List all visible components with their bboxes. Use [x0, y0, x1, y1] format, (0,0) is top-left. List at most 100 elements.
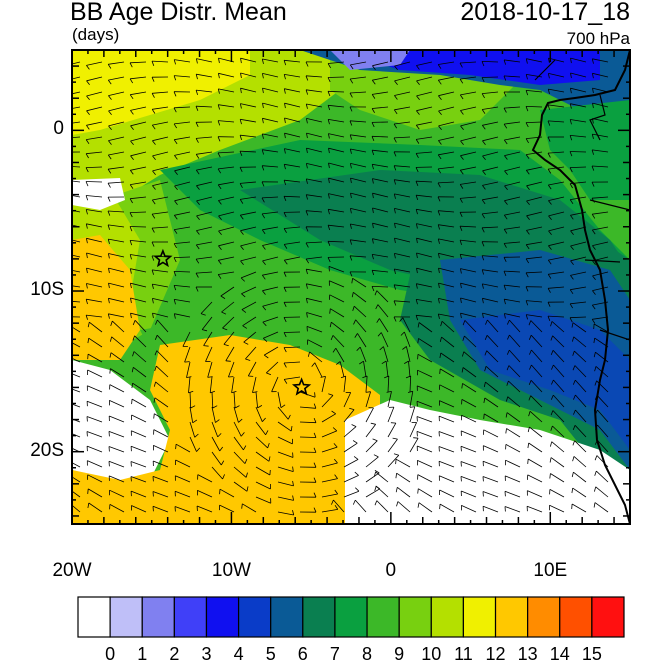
wind-barb	[553, 394, 565, 408]
wind-barb	[255, 496, 271, 504]
colorbar-label: 1	[137, 644, 148, 664]
wind-barb-flag	[548, 245, 552, 250]
wind-barb-flag	[371, 164, 374, 170]
wind-barb-flag	[65, 81, 68, 85]
wind-barb-flag	[459, 94, 464, 100]
wind-barb	[218, 196, 235, 201]
wind-barb-flag	[459, 239, 462, 246]
wind-barb-flag	[569, 317, 573, 323]
wind-barb-flag	[173, 271, 177, 277]
wind-barb-flag	[437, 238, 440, 244]
wind-barb	[328, 193, 345, 198]
wind-barb	[152, 196, 169, 201]
wind-barb	[284, 256, 301, 261]
wind-barb-flag	[371, 270, 375, 276]
wind-barb-flag	[413, 437, 419, 439]
wind-barb-flag	[262, 245, 266, 250]
wind-barb	[196, 196, 213, 202]
wind-barb	[379, 318, 389, 333]
wind-barb-flag	[393, 179, 396, 185]
wind-barb-flag	[200, 313, 206, 316]
wind-barb-flag	[550, 321, 553, 327]
wind-barb	[86, 416, 103, 423]
wind-barb	[592, 226, 609, 231]
colorbar-swatch	[109, 596, 143, 638]
wind-barb-flag	[290, 426, 293, 432]
wind-barb	[132, 382, 147, 393]
wind-barb-flag	[594, 366, 597, 372]
wind-barb	[184, 346, 191, 363]
wind-barb-flag	[152, 155, 156, 161]
wind-barb-flag	[262, 321, 267, 327]
wind-barb	[530, 380, 543, 393]
wind-barb	[130, 151, 147, 157]
wind-barb	[363, 361, 367, 378]
wind-barb-flag	[151, 269, 154, 275]
wind-barb-flag	[328, 148, 330, 154]
wind-barb	[107, 210, 125, 213]
wind-barb-flag	[87, 338, 90, 344]
wind-barb-flag	[306, 133, 308, 139]
wind-barb	[131, 414, 147, 423]
wind-barb	[372, 106, 389, 109]
wind-barb-flag	[371, 94, 376, 99]
wind-barb	[365, 488, 381, 498]
wind-barb	[393, 136, 411, 139]
wind-barb	[174, 121, 191, 125]
wind-barb-flag	[373, 454, 379, 458]
wind-barb-flag	[525, 314, 528, 320]
wind-barb-flag	[504, 313, 506, 319]
wind-barb	[263, 346, 279, 356]
wind-barb-flag	[549, 473, 551, 479]
wind-barb-flag	[240, 277, 245, 282]
wind-barb-flag	[336, 361, 341, 365]
wind-barb-flag	[459, 254, 462, 260]
wind-barb	[239, 150, 257, 153]
wind-barb	[152, 312, 169, 318]
wind-barb-flag	[195, 286, 199, 292]
colorbar-swatch	[430, 596, 465, 638]
wind-barb-flag	[481, 241, 485, 247]
wind-barb	[482, 121, 499, 126]
wind-barb-flag	[570, 245, 574, 251]
wind-barb-flag	[107, 196, 111, 202]
wind-barb	[359, 346, 367, 363]
wind-barb-flag	[350, 193, 352, 199]
wind-barb-flag	[86, 80, 90, 85]
wind-barb	[156, 350, 169, 363]
wind-barb	[130, 461, 147, 468]
wind-barb-flag	[417, 338, 419, 344]
wind-barb	[284, 241, 301, 245]
wind-barb-flag	[550, 441, 553, 447]
wind-barb-flag	[131, 383, 133, 389]
coastline	[531, 50, 630, 524]
wind-barb-flag	[547, 89, 550, 94]
wind-barb	[86, 252, 103, 258]
wind-barb	[482, 151, 499, 157]
wind-barb-flag	[437, 210, 441, 216]
wind-barb	[462, 367, 477, 378]
wind-barb-flag	[438, 268, 440, 274]
wind-barb-flag	[218, 200, 222, 205]
wind-barb	[200, 301, 213, 314]
wind-barb-flag	[527, 442, 530, 449]
wind-barb-flag	[262, 260, 266, 266]
wind-barb-flag	[66, 474, 67, 479]
wind-barb-flag	[416, 80, 420, 86]
wind-barb	[321, 430, 337, 438]
wind-barb	[327, 240, 345, 243]
wind-barb	[151, 226, 169, 229]
wind-barb	[240, 226, 257, 232]
wind-barb	[504, 151, 521, 156]
wind-barb-flag	[503, 257, 507, 262]
wind-barb-flag	[153, 397, 156, 403]
wind-barb-flag	[591, 149, 594, 155]
wind-barb	[111, 336, 125, 348]
wind-barb-flag	[482, 170, 486, 176]
wind-barb-flag	[292, 480, 294, 486]
wind-barb-flag	[64, 285, 65, 290]
star-marker	[153, 248, 173, 268]
wind-barb-flag	[462, 320, 466, 326]
wind-barb	[86, 431, 103, 438]
wind-barb-flag	[305, 194, 308, 200]
